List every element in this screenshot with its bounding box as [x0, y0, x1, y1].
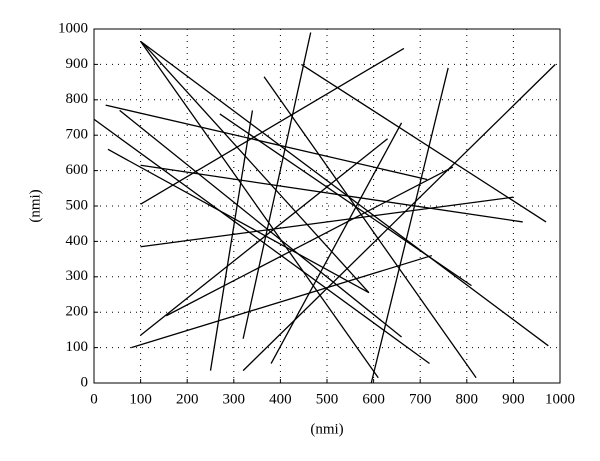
y-axis-label: (nmi): [27, 189, 43, 222]
line-segment: [140, 41, 379, 379]
line-segment: [140, 138, 388, 336]
y-tick-label: 200: [66, 304, 89, 320]
x-tick-label: 700: [409, 391, 432, 407]
x-tick-label: 800: [456, 391, 479, 407]
line-segment: [370, 67, 449, 384]
line-segment: [263, 76, 477, 379]
x-tick-label: 1000: [545, 391, 575, 407]
y-tick-label: 0: [81, 374, 89, 390]
line-segment: [242, 63, 556, 372]
line-segment: [140, 196, 514, 248]
line-segment: [140, 164, 523, 223]
line-segment: [209, 110, 254, 371]
x-tick-label: 600: [362, 391, 385, 407]
y-tick-label: 800: [66, 91, 89, 107]
line-segment: [219, 113, 472, 287]
x-tick-label: 100: [129, 391, 152, 407]
line-segment: [301, 63, 547, 223]
y-tick-label: 700: [66, 127, 89, 143]
x-axis-label: (nmi): [310, 421, 343, 437]
x-tick-label: 500: [316, 391, 339, 407]
x-tick-label: 900: [502, 391, 525, 407]
line-segment: [105, 104, 428, 181]
line-segment: [119, 109, 402, 338]
y-tick-label: 300: [66, 268, 89, 284]
line-segment: [242, 32, 312, 339]
y-tick-label: 600: [66, 162, 89, 178]
line-segment: [93, 118, 430, 365]
line-segment: [270, 122, 403, 364]
line-segment: [140, 40, 549, 347]
line-segment: [140, 47, 405, 205]
y-tick-label: 900: [66, 56, 89, 72]
y-tick-label: 500: [66, 197, 89, 213]
x-tick-label: 0: [90, 391, 98, 407]
x-tick-label: 300: [223, 391, 246, 407]
line-segment: [131, 254, 433, 349]
y-tick-label: 400: [66, 233, 89, 249]
line-segment: [142, 42, 370, 294]
x-tick-label: 400: [269, 391, 292, 407]
line-segment: [165, 166, 454, 317]
y-tick-label: 100: [66, 339, 89, 355]
line-segment: [107, 148, 370, 294]
x-tick-label: 200: [176, 391, 199, 407]
y-tick-label: 1000: [58, 20, 88, 36]
